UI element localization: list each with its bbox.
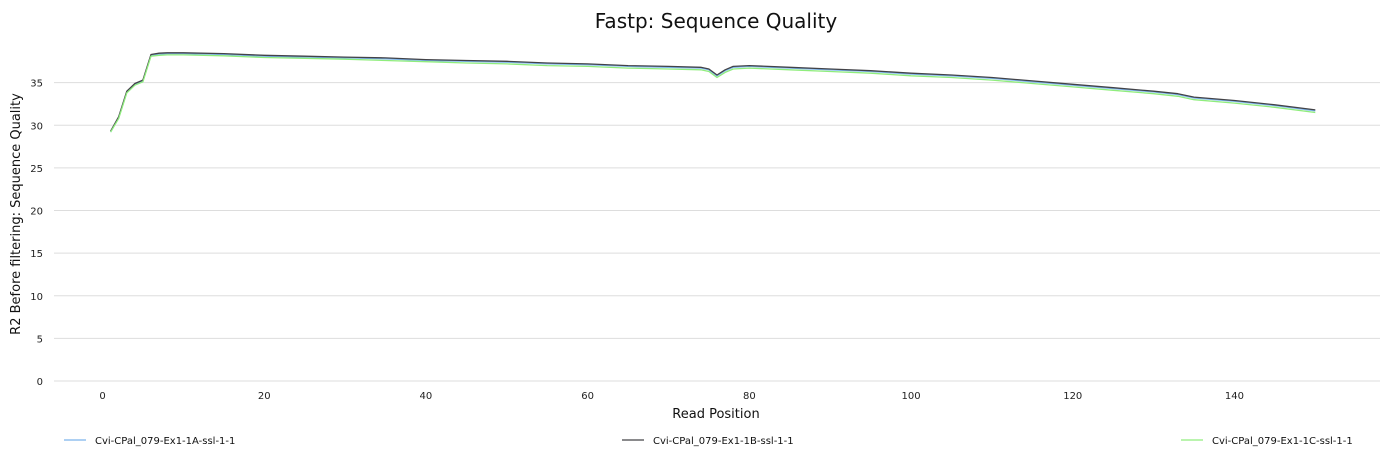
legend-item-2[interactable]: Cvi-CPal_079-Ex1-1B-ssl-1-1 [622, 436, 794, 447]
y-axis-label: R2 Before filtering: Sequence Quality [9, 93, 24, 335]
y-tick-label: 25 [30, 164, 43, 175]
y-tick-labels: 0 5 10 15 20 25 30 35 [30, 79, 43, 388]
legend-label: Cvi-CPal_079-Ex1-1A-ssl-1-1 [95, 436, 235, 447]
x-tick-label: 100 [902, 391, 921, 402]
series-line-2[interactable] [110, 52, 1316, 132]
x-tick-label: 140 [1225, 391, 1244, 402]
x-tick-label: 80 [743, 391, 756, 402]
y-tick-label: 30 [30, 121, 43, 132]
y-tick-label: 10 [30, 292, 43, 303]
x-tick-label: 40 [420, 391, 433, 402]
series-lines [110, 52, 1316, 133]
x-axis-label: Read Position [672, 407, 759, 422]
y-tick-label: 20 [30, 207, 43, 218]
y-tick-label: 5 [37, 334, 43, 345]
y-tick-label: 0 [37, 377, 43, 388]
x-tick-label: 20 [258, 391, 271, 402]
legend: Cvi-CPal_079-Ex1-1A-ssl-1-1 Cvi-CPal_079-… [64, 436, 1353, 447]
x-tick-label: 60 [581, 391, 594, 402]
chart-title: Fastp: Sequence Quality [595, 9, 838, 33]
y-tick-label: 35 [30, 79, 43, 90]
legend-item-3[interactable]: Cvi-CPal_079-Ex1-1C-ssl-1-1 [1181, 436, 1353, 447]
legend-label: Cvi-CPal_079-Ex1-1C-ssl-1-1 [1212, 436, 1353, 447]
legend-item-1[interactable]: Cvi-CPal_079-Ex1-1A-ssl-1-1 [64, 436, 235, 447]
x-tick-label: 120 [1063, 391, 1082, 402]
y-tick-label: 15 [30, 249, 43, 260]
grid [54, 82, 1380, 382]
legend-label: Cvi-CPal_079-Ex1-1B-ssl-1-1 [653, 436, 794, 447]
x-tick-label: 0 [99, 391, 105, 402]
series-line-3[interactable] [110, 54, 1316, 133]
series-line-1[interactable] [110, 52, 1316, 133]
x-tick-labels: 0 20 40 60 80 100 120 140 [99, 391, 1244, 402]
